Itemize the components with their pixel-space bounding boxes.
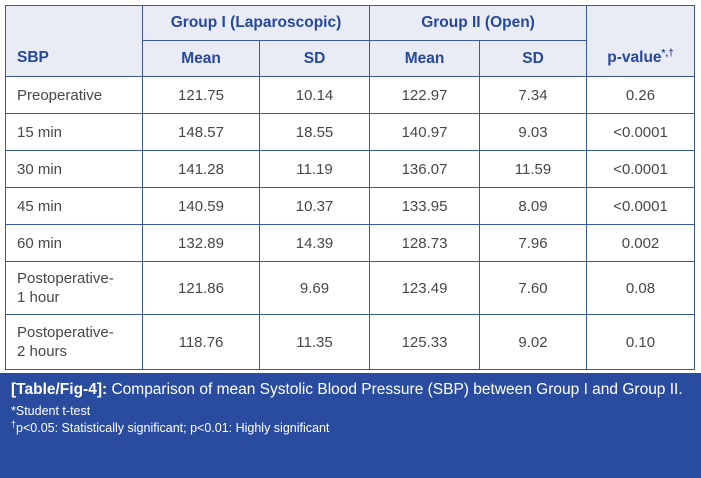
cell-g2-mean: 133.95 [369,187,481,225]
footnote-significance: †p<0.05: Statistically significant; p<0.… [11,418,690,437]
cell-g2-sd: 9.03 [479,113,588,151]
cell-pvalue: <0.0001 [586,187,696,225]
cell-g1-mean: 118.76 [142,314,260,370]
table-row-60min: 60 min 132.89 14.39 128.73 7.96 0.002 [5,224,696,262]
table-row-preoperative: Preoperative 121.75 10.14 122.97 7.34 0.… [5,76,696,114]
column-header-group2-mean: Mean [369,40,481,77]
row-label: Postoperative- 2 hours [5,314,143,370]
cell-g1-mean: 148.57 [142,113,260,151]
cell-g1-sd: 11.35 [258,314,371,370]
cell-g2-mean: 128.73 [369,224,481,262]
row-label: 60 min [5,224,143,262]
dagger-symbol: † [11,418,17,429]
cell-pvalue: 0.10 [586,314,696,370]
column-header-group1-sd: SD [258,40,371,77]
cell-g1-sd: 18.55 [258,113,371,151]
cell-g2-sd: 7.60 [479,261,588,315]
column-header-group1: Group I (Laparoscopic) [141,5,371,41]
cell-g2-sd: 8.09 [479,187,588,225]
cell-g2-mean: 122.97 [369,76,481,114]
row-label: 30 min [5,150,143,188]
cell-g1-sd: 10.14 [258,76,371,114]
column-header-sbp: SBP [5,5,143,77]
header-row-groups: SBP Group I (Laparoscopic) Group II (Ope… [5,5,696,77]
figure-tag: [Table/Fig-4]: [11,381,108,398]
pvalue-label: p-value [607,49,662,66]
column-header-group1-mean: Mean [142,40,260,77]
cell-g1-mean: 132.89 [142,224,260,262]
header-row-stats: Mean SD Mean SD [6,40,695,77]
caption-text: Comparison of mean Systolic Blood Pressu… [107,381,683,398]
cell-g2-sd: 9.02 [479,314,588,370]
cell-g1-mean: 121.75 [142,76,260,114]
row-label: Preoperative [5,76,143,114]
cell-g1-mean: 141.28 [142,150,260,188]
table-row-30min: 30 min 141.28 11.19 136.07 11.59 <0.0001 [5,150,696,188]
footnote-significance-text: p<0.05: Statistically significant; p<0.0… [16,421,330,435]
sbp-comparison-table: SBP Group I (Laparoscopic) Group II (Ope… [5,5,696,370]
cell-g2-mean: 140.97 [369,113,481,151]
column-header-group2-sd: SD [479,40,588,77]
footnote-student-ttest: *Student t-test [11,404,91,418]
cell-g1-sd: 10.37 [258,187,371,225]
cell-pvalue: 0.26 [586,76,696,114]
row-label: 45 min [5,187,143,225]
cell-pvalue: <0.0001 [586,150,696,188]
cell-g1-mean: 121.86 [142,261,260,315]
pvalue-superscript: *,† [661,47,674,59]
caption-line: [Table/Fig-4]: Comparison of mean Systol… [11,380,690,400]
cell-pvalue: 0.002 [586,224,696,262]
cell-g1-mean: 140.59 [142,187,260,225]
table-row-45min: 45 min 140.59 10.37 133.95 8.09 <0.0001 [5,187,696,225]
cell-g1-sd: 14.39 [258,224,371,262]
cell-g2-mean: 123.49 [369,261,481,315]
cell-g2-sd: 11.59 [479,150,588,188]
cell-g2-mean: 125.33 [369,314,481,370]
row-label: Postoperative- 1 hour [5,261,143,315]
cell-g2-sd: 7.34 [479,76,588,114]
cell-pvalue: <0.0001 [586,113,696,151]
table-row-postop-2hours: Postoperative- 2 hours 118.76 11.35 125.… [5,314,696,370]
cell-g1-sd: 9.69 [258,261,371,315]
cell-g2-mean: 136.07 [369,150,481,188]
cell-pvalue: 0.08 [586,261,696,315]
column-header-group2: Group II (Open) [369,5,588,41]
cell-g2-sd: 7.96 [479,224,588,262]
figure-caption-bar: [Table/Fig-4]: Comparison of mean Systol… [0,373,701,478]
cell-g1-sd: 11.19 [258,150,371,188]
table-row-15min: 15 min 148.57 18.55 140.97 9.03 <0.0001 [5,113,696,151]
row-label: 15 min [5,113,143,151]
column-header-pvalue: p-value*,† [586,5,696,77]
table-row-postop-1hour: Postoperative- 1 hour 121.86 9.69 123.49… [5,261,696,315]
